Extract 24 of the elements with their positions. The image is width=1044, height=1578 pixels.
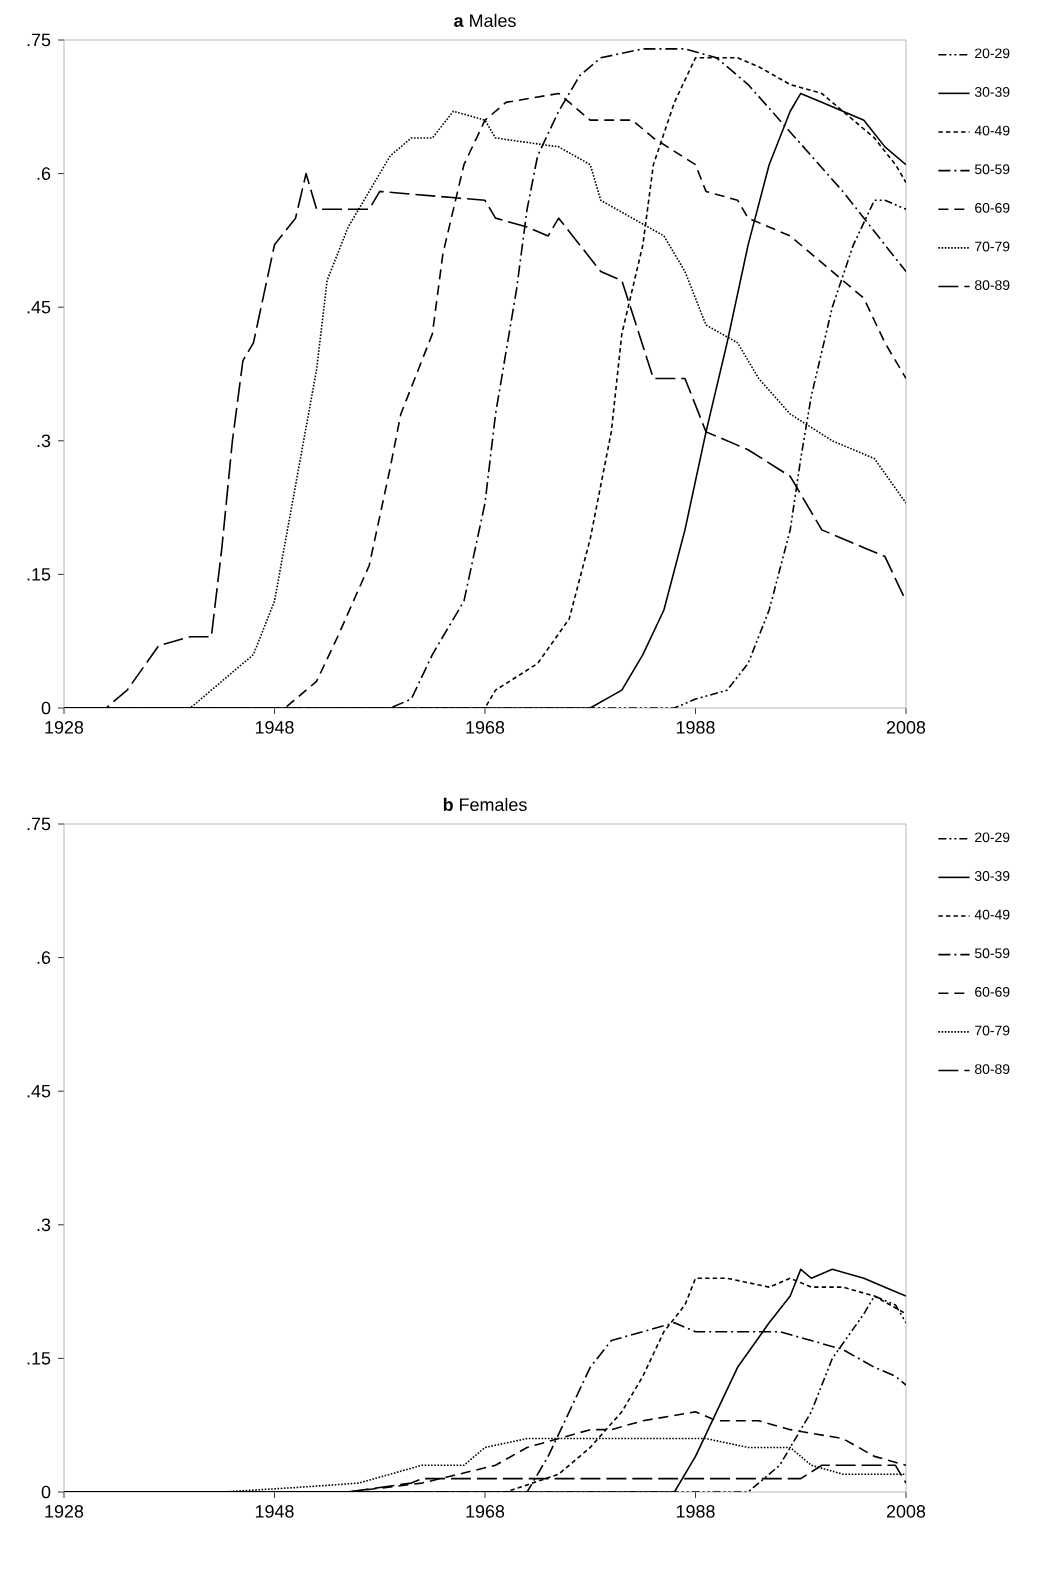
x-tick-label: 1988 [676, 1505, 715, 1518]
chart-title: b Females [443, 797, 527, 812]
y-tick-label: 0 [41, 701, 51, 715]
y-tick-label: .6 [37, 951, 51, 964]
y-tick-label: .45 [27, 1084, 51, 1098]
y-tick-label: .15 [27, 568, 51, 581]
y-tick-label: .6 [37, 167, 51, 180]
x-tick-label: 1988 [676, 721, 715, 734]
y-tick-label: .3 [37, 434, 51, 448]
x-tick-label: 1968 [466, 721, 505, 734]
y-tick-label: .15 [27, 1352, 51, 1365]
chart-title: a Males [454, 13, 516, 27]
x-tick-label: 1968 [466, 1505, 505, 1518]
x-tick-label: 2008 [886, 721, 926, 734]
y-tick-label: .3 [37, 1218, 51, 1232]
y-tick-label: .75 [27, 817, 51, 831]
y-tick-label: .75 [27, 33, 51, 47]
x-tick-label: 1928 [45, 1505, 84, 1518]
x-tick-label: 1948 [255, 721, 294, 734]
y-tick-label: 0 [41, 1485, 51, 1499]
x-tick-label: 1948 [255, 1505, 294, 1518]
y-tick-label: .45 [27, 300, 51, 314]
x-tick-label: 1928 [45, 721, 84, 734]
x-tick-label: 2008 [886, 1505, 926, 1518]
